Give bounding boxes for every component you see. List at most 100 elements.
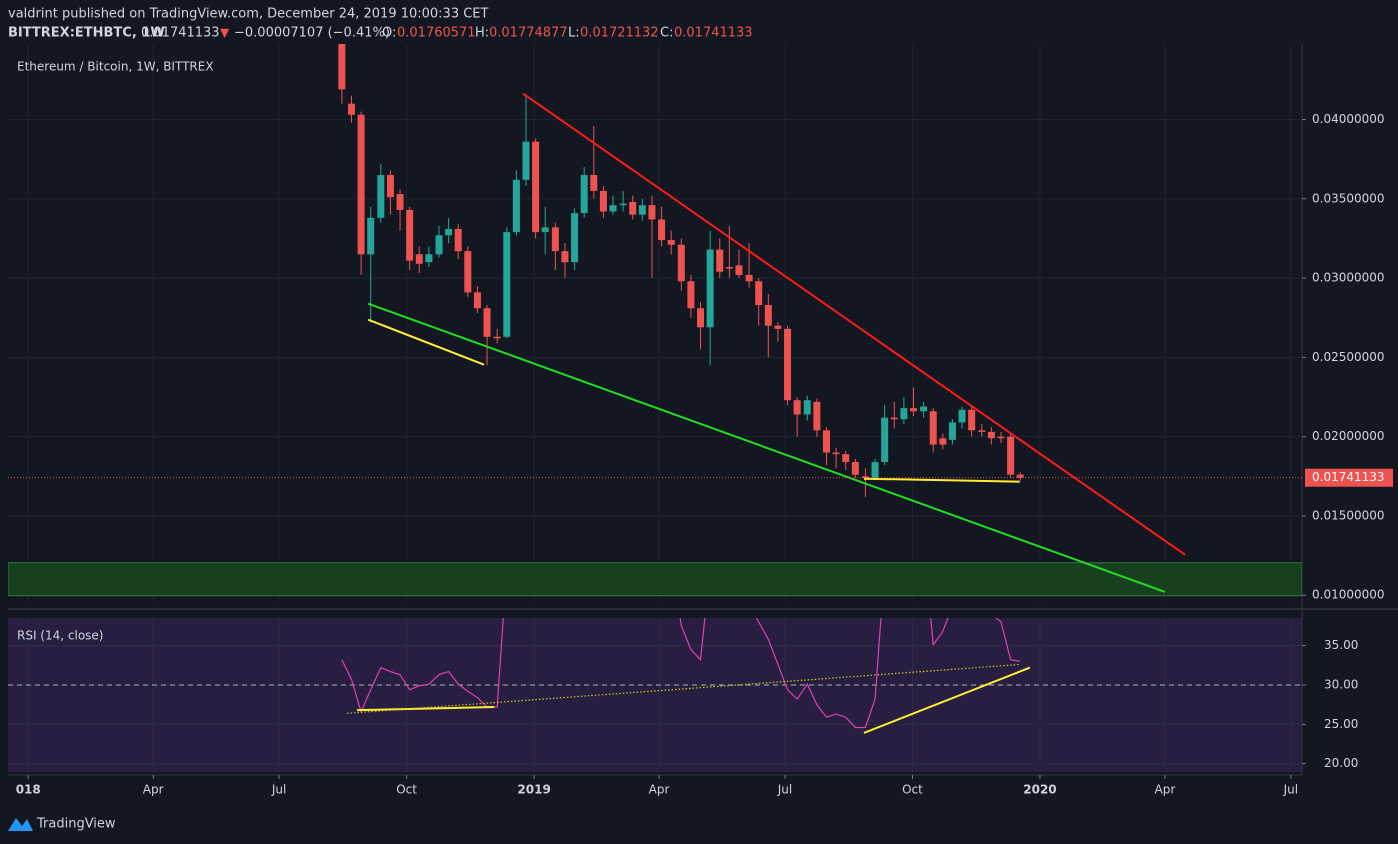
candle-body (842, 454, 850, 463)
high-value: 0.01774877 (489, 26, 568, 41)
candle-body (561, 251, 569, 263)
x-tick-label: Jul (777, 783, 792, 797)
candle-body (764, 305, 772, 326)
candle-body (939, 438, 947, 445)
y-tick-label: 0.03500000 (1312, 191, 1385, 205)
brand: TradingView (36, 817, 116, 832)
last-price-badge (1305, 468, 1393, 487)
support-zone (8, 562, 1302, 597)
change: −0.00007107 (−0.41%) (234, 26, 390, 41)
rsi-line (341, 618, 1021, 729)
rsi-pane-title: RSI (14, close) (17, 629, 103, 643)
candle-body (813, 401, 821, 431)
logo-icon (8, 818, 33, 831)
x-tick-label: Oct (902, 783, 923, 797)
open-value: 0.01760571 (397, 26, 476, 41)
down-arrow: ▼ (220, 26, 230, 40)
candle-body (454, 228, 462, 252)
candle-body (629, 201, 637, 215)
candle-body (599, 190, 607, 212)
candle-body (580, 175, 588, 214)
x-tick-label: Apr (649, 783, 670, 797)
candle-body (503, 232, 511, 337)
candle-body (648, 205, 656, 220)
candle-body (658, 219, 666, 241)
x-tick-label: Apr (143, 783, 164, 797)
candle-body (493, 336, 501, 339)
candle-body (667, 240, 675, 245)
candle-body (793, 400, 801, 415)
logo: TradingView (8, 817, 116, 832)
candle-body (571, 213, 579, 263)
candle-body (367, 217, 375, 255)
candle-body (522, 141, 530, 180)
candle-body (987, 431, 995, 439)
candle-body (774, 325, 782, 329)
last: 0.01741133 (141, 26, 220, 41)
trend-line (522, 92, 1186, 556)
candle-body (677, 244, 685, 282)
open-label: O: (382, 26, 396, 41)
trend-line (863, 666, 1031, 734)
candle-body (706, 249, 714, 328)
y-tick-label: 0.03000000 (1312, 271, 1385, 285)
trend-line (346, 663, 1020, 714)
candle-body (532, 141, 540, 233)
candle-body (551, 227, 559, 252)
y-tick-label: 25.00 (1324, 717, 1358, 731)
candle-body (716, 249, 724, 272)
price-pane (8, 44, 1302, 597)
y-tick-label: 0.02000000 (1312, 429, 1385, 443)
candle-body (871, 462, 879, 478)
axes: 018 Apr Jul Oct 2019 Apr Jul Oct 2020 Apr Jul 0.010… (16, 112, 1393, 797)
candle-body (347, 103, 355, 115)
y-tick-label: 0.04000000 (1312, 112, 1385, 126)
candle-body (968, 409, 976, 431)
candle-body (609, 205, 617, 212)
trend-line (367, 302, 1166, 593)
y-tick-label: 35.00 (1324, 638, 1358, 652)
candle-body (735, 265, 743, 275)
trend-line (863, 477, 1020, 483)
candle-body (1016, 474, 1024, 478)
y-tick-label: 30.00 (1324, 677, 1358, 691)
candle-body (909, 408, 917, 412)
last-price-label: 0.01741133 (1312, 470, 1385, 484)
candle-body (784, 328, 792, 401)
x-tick-label: 018 (16, 783, 41, 797)
price-pane-title: Ethereum / Bitcoin, 1W, BITTREX (17, 60, 214, 74)
y-tick-label: 0.02500000 (1312, 350, 1385, 364)
candle-body (386, 175, 394, 198)
candle-body (396, 194, 404, 210)
candle-body (861, 476, 869, 478)
x-tick-label: 2020 (1023, 783, 1056, 797)
candle-body (473, 292, 481, 309)
candle-body (338, 44, 346, 90)
candle-body (435, 235, 443, 255)
candle-body (638, 205, 646, 215)
x-tick-label: Jul (1283, 783, 1298, 797)
candle-body (881, 417, 889, 463)
candle-body (997, 436, 1005, 439)
low-value: 0.01721132 (580, 26, 659, 41)
rsi-band (8, 618, 1302, 772)
rsi-pane (8, 618, 1302, 734)
x-tick-label: Oct (396, 783, 417, 797)
close-label: C: (660, 26, 673, 41)
candle-body (978, 430, 986, 432)
candle-body (425, 254, 433, 263)
y-tick-label: 0.01000000 (1312, 588, 1385, 602)
symbol: BITTREX:ETHBTC, 1W (8, 26, 165, 41)
candle-body (512, 179, 520, 233)
x-tick-label: Jul (271, 783, 286, 797)
candle-body (745, 274, 753, 282)
candle-body (900, 408, 908, 420)
candle-body (1007, 436, 1015, 475)
candle-body (725, 267, 733, 269)
candle-body (958, 409, 966, 423)
candle-body (803, 400, 811, 415)
candle-body (920, 406, 928, 412)
candle-body (832, 452, 840, 455)
